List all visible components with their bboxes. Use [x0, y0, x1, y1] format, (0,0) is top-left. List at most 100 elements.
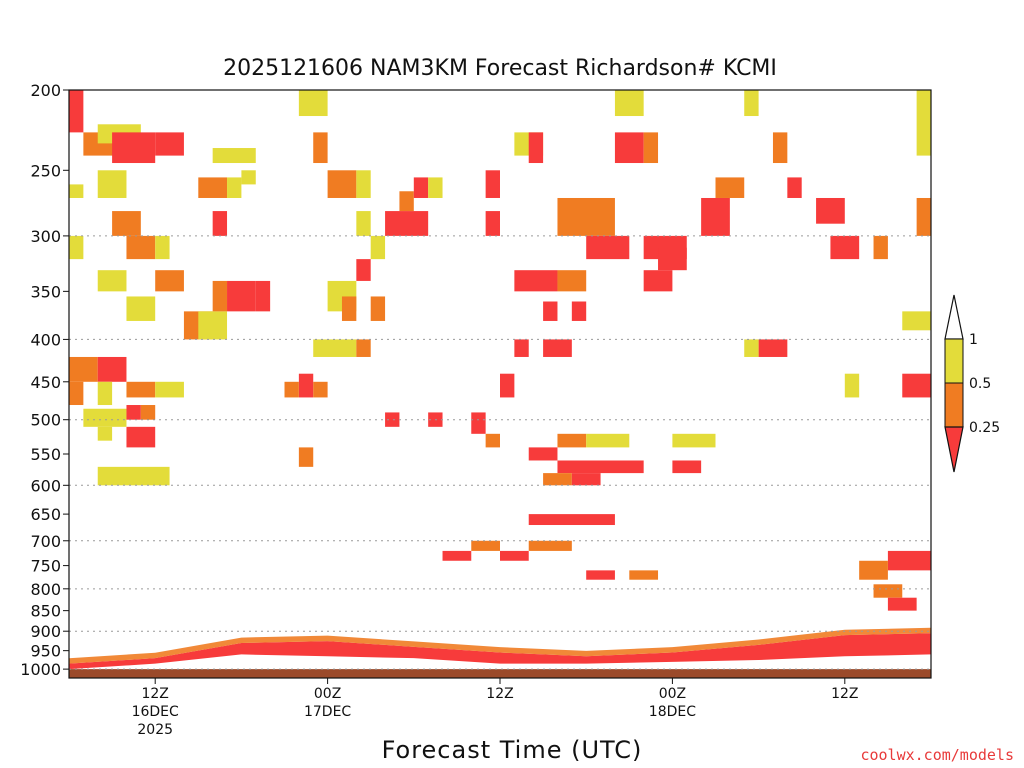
colorbar-above-triangle [944, 294, 964, 340]
x-axis-label: Forecast Time (UTC) [382, 736, 643, 764]
heatmap-cell [859, 560, 888, 580]
heatmap-cell [557, 460, 644, 474]
y-tick-label: 950 [30, 642, 61, 661]
y-tick-label: 500 [30, 411, 61, 430]
heatmap-cell [126, 426, 156, 448]
heatmap-cell [816, 197, 845, 224]
heatmap-cell [298, 447, 314, 467]
heatmap-cell [887, 597, 917, 611]
cells-layer [69, 90, 931, 611]
heatmap-cell [586, 235, 630, 260]
heatmap-cell [500, 373, 515, 398]
heatmap-cell [514, 270, 558, 292]
heatmap-cell [97, 170, 127, 198]
heatmap-cell [284, 381, 299, 398]
x-tick-label: 18DEC [649, 704, 696, 720]
heatmap-cell [97, 381, 113, 406]
heatmap-cell [155, 132, 184, 156]
heatmap-cell [227, 280, 256, 312]
y-tick-label: 900 [30, 622, 61, 641]
heatmap-cell [485, 433, 500, 448]
x-tick-label: 12Z [831, 686, 858, 702]
heatmap-cell [887, 550, 931, 571]
heatmap-cell [528, 540, 572, 551]
bands-layer [69, 627, 931, 670]
x-tick-label: 2025 [137, 722, 173, 738]
heatmap-cell [672, 433, 716, 448]
heatmap-cell [830, 235, 860, 260]
heatmap-cell [715, 177, 745, 198]
heatmap-cell [758, 339, 788, 357]
heatmap-cell [313, 339, 357, 357]
heatmap-cell [69, 184, 84, 198]
heatmap-cell [155, 270, 184, 292]
heatmap-cell [557, 197, 615, 236]
y-tick-label: 300 [30, 227, 61, 246]
heatmap-cell [614, 90, 644, 117]
ground-fill [69, 669, 931, 678]
colorbar-tick-0.25: 0.25 [969, 420, 1000, 436]
y-tick-label: 750 [30, 557, 61, 576]
heatmap-cell [69, 381, 84, 406]
heatmap-cell [212, 211, 228, 236]
x-tick-label: 16DEC [132, 704, 179, 720]
heatmap-cell [571, 301, 587, 321]
heatmap-cell [97, 270, 127, 292]
heatmap-cell [701, 197, 730, 236]
heatmap-cell [155, 381, 184, 398]
heatmap-cell [327, 170, 357, 198]
x-tick-label: 00Z [314, 686, 341, 702]
heatmap-cell [772, 132, 788, 164]
y-tick-label: 650 [30, 505, 61, 524]
y-axis: 200 250 300 350 400 450 500 550 600 650 700 750 800 8… [20, 81, 69, 679]
heatmap-cell [586, 570, 615, 580]
heatmap-cell [155, 235, 170, 260]
heatmap-cell [916, 197, 931, 236]
heatmap-cell [873, 235, 888, 260]
heatmap-cell [643, 132, 659, 164]
colorbar-0.5-1 [944, 338, 964, 384]
heatmap-cell [83, 408, 127, 427]
heatmap-cell [356, 170, 371, 198]
heatmap-cell [586, 433, 630, 448]
heatmap-cell [241, 170, 256, 185]
heatmap-cell [500, 550, 529, 561]
heatmap-cell [385, 412, 400, 427]
heatmap-cell [69, 90, 84, 133]
heatmap-cell [298, 373, 314, 398]
heatmap-cell [126, 381, 156, 398]
heatmap-cell [198, 311, 228, 340]
credit-link[interactable]: coolwx.com/models [860, 746, 1014, 764]
x-tick-label: 17DEC [304, 704, 351, 720]
heatmap-cell [112, 211, 141, 236]
x-tick-label: 00Z [659, 686, 686, 702]
y-tick-label: 200 [30, 81, 61, 100]
heatmap-cell [744, 90, 759, 117]
heatmap-cell [902, 311, 931, 331]
chart-title: 2025121606 NAM3KM Forecast Richardson# K… [223, 56, 777, 81]
y-tick-label: 850 [30, 602, 61, 621]
heatmap-cell [69, 356, 98, 382]
heatmap-cell [126, 405, 141, 420]
heatmap-cell [69, 235, 84, 260]
heatmap-cell [614, 132, 644, 164]
heatmap-cell [485, 170, 500, 198]
heatmap-cell [356, 259, 371, 281]
heatmap-cell [370, 296, 386, 321]
heatmap-cell [787, 177, 802, 198]
heatmap-cell [916, 90, 931, 156]
y-tick-label: 400 [30, 330, 61, 349]
heatmap-cell [672, 460, 702, 474]
heatmap-cell [442, 550, 472, 561]
heatmap-cell [658, 247, 687, 271]
heatmap-cell [514, 339, 529, 357]
colorbar: 1 0.5 0.25 [944, 294, 1000, 473]
heatmap-cell [97, 426, 113, 441]
heatmap-cell [844, 373, 860, 398]
heatmap-cell [485, 211, 500, 236]
heatmap-cell [471, 412, 486, 434]
heatmap-cell [126, 296, 156, 321]
heatmap-cell [413, 177, 429, 198]
y-tick-label: 250 [30, 161, 61, 180]
